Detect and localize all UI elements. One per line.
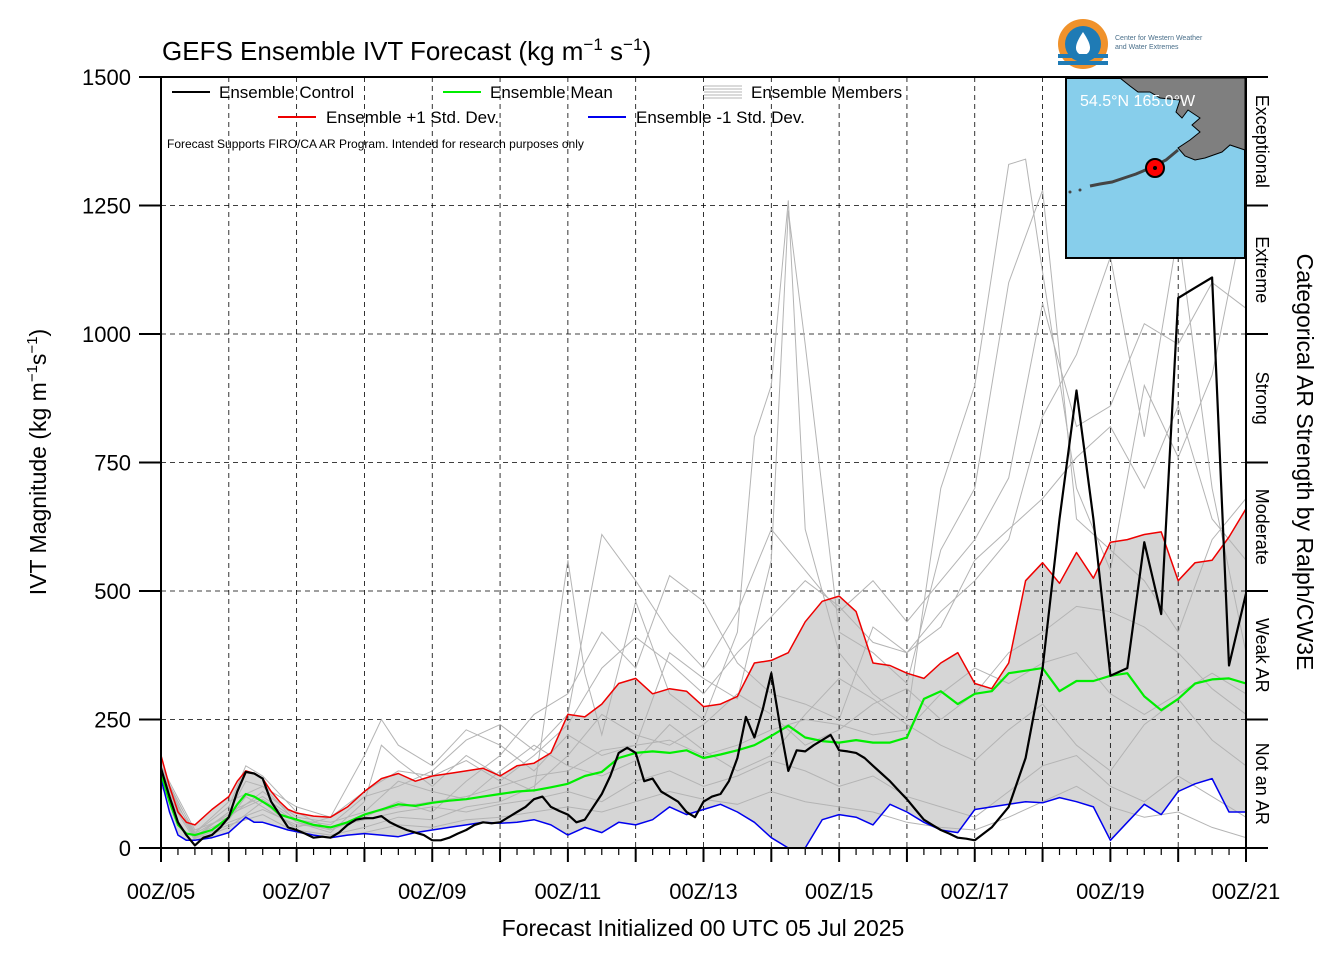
x-tick-label: 00Z/21: [1212, 879, 1281, 904]
series-control-line: [161, 276, 1246, 847]
x-axis-title: Forecast Initialized 00 UTC 05 Jul 2025: [502, 915, 905, 941]
y-tick-label: 1000: [82, 322, 131, 347]
x-tick-label: 00Z/09: [398, 879, 467, 904]
member-line: [161, 189, 1246, 836]
logo-line2: and Water Extremes: [1115, 44, 1179, 51]
x-tick-label: 00Z/07: [262, 879, 331, 904]
disclaimer-text: Forecast Supports FIRO/CA AR Program. In…: [167, 137, 584, 151]
y-tick-label: 1250: [82, 194, 131, 219]
category-label: Strong: [1252, 372, 1272, 425]
x-tick-label: 00Z/13: [669, 879, 738, 904]
category-label: Weak AR: [1252, 618, 1272, 693]
category-label: Moderate: [1252, 489, 1272, 565]
member-line: [161, 677, 1246, 831]
y-tick-label: 750: [94, 451, 131, 476]
cw3e-logo: Center for Western Weather and Water Ext…: [1058, 19, 1203, 69]
chart-title: GEFS Ensemble IVT Forecast (kg m−1 s−1): [162, 35, 651, 66]
y-tick-label: 500: [94, 579, 131, 604]
member-line: [161, 231, 1246, 834]
right-axis-title: Categorical AR Strength by Ralph/CW3E: [1292, 254, 1318, 671]
map-land-alaska: [1118, 77, 1246, 161]
x-tick-label: 00Z/17: [941, 879, 1010, 904]
x-tick-label: 00Z/05: [127, 879, 196, 904]
category-label: Extreme: [1252, 236, 1272, 303]
category-label: Exceptional: [1252, 95, 1272, 188]
logo-drop-icon: [1076, 32, 1090, 55]
y-tick-label: 0: [119, 836, 131, 861]
map-aleutians: [1089, 148, 1179, 188]
logo-line1: Center for Western Weather: [1115, 35, 1203, 42]
x-tick-label: 00Z/11: [534, 879, 601, 904]
y-tick-label: 1500: [82, 65, 131, 90]
legend-plus-sd-label: Ensemble +1 Std. Dev.: [326, 108, 499, 127]
series-plus-sd-line: [161, 508, 1246, 826]
legend-members-label: Ensemble Members: [751, 83, 902, 102]
x-tick-label: 00Z/15: [805, 879, 874, 904]
legend-minus-sd-label: Ensemble -1 Std. Dev.: [636, 108, 805, 127]
legend: Ensemble Control Ensemble Mean Ensemble …: [172, 83, 902, 127]
x-tick-label: 00Z/19: [1076, 879, 1145, 904]
legend-mean-label: Ensemble Mean: [490, 83, 613, 102]
ensemble-series: [161, 276, 1246, 848]
y-axis-title: IVT Magnitude (kg m−1s−1): [24, 329, 51, 595]
ensemble-members: [161, 158, 1246, 841]
series-minus-sd-line: [161, 777, 1246, 848]
axes: 00Z/05 00Z/07 00Z/09 00Z/11 00Z/13 00Z/15 00Z/…: [82, 65, 1280, 904]
inset-map: 54.5°N 165.0°W: [1065, 77, 1246, 259]
member-line: [161, 605, 1246, 841]
category-label: Not an AR: [1252, 743, 1272, 825]
legend-control-label: Ensemble Control: [219, 83, 354, 102]
y-tick-label: 250: [94, 708, 131, 733]
member-line: [161, 281, 1246, 838]
legend-members-swatch: [704, 85, 742, 99]
member-line: [161, 158, 1246, 839]
map-location-label: 54.5°N 165.0°W: [1080, 93, 1196, 110]
